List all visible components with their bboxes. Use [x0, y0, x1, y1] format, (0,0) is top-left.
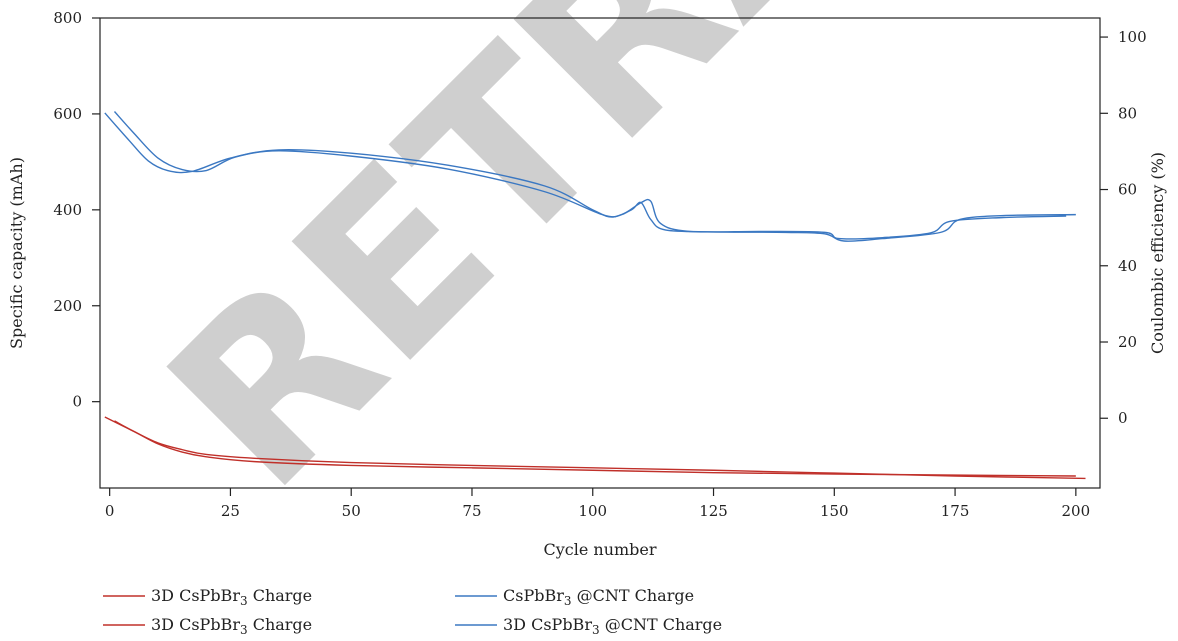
watermark-text: RETRACTED: [120, 0, 1178, 539]
y-tick-label: 600: [53, 105, 82, 123]
legend: 3D CsPbBr3 Charge 3D CsPbBr3 Charge CsPbBr…: [103, 586, 722, 637]
series-line-2: [114, 420, 1086, 480]
y-tick-label: 200: [53, 297, 82, 315]
axes: 0 25 50 75 100 125 150 175 200 0 200 400 600 800 0 20 40…: [53, 9, 1146, 520]
series-line-4: [113, 111, 1067, 240]
x-tick-label: 50: [342, 502, 361, 520]
x-tick-label: 75: [462, 502, 481, 520]
legend-label-2: 3D CsPbBr3 Charge: [151, 615, 312, 637]
legend-label-3: CsPbBr3 @CNT Charge: [503, 586, 694, 608]
x-tick-label: 175: [941, 502, 970, 520]
watermark: RETRACTED: [120, 0, 1178, 539]
y2-tick-label: 0: [1118, 409, 1128, 427]
y2-tick-label: 20: [1118, 333, 1137, 351]
y-tick-label: 400: [53, 201, 82, 219]
y2-tick-label: 40: [1118, 257, 1137, 275]
x-tick-label: 0: [105, 502, 115, 520]
legend-label-4: 3D CsPbBr3 @CNT Charge: [503, 615, 722, 637]
x-tick-label: 200: [1062, 502, 1091, 520]
x-tick-label: 150: [820, 502, 849, 520]
y2-tick-label: 100: [1118, 28, 1147, 46]
series-layer: [104, 111, 1086, 480]
y-tick-label: 800: [53, 9, 82, 27]
x-tick-label: 100: [578, 502, 607, 520]
legend-label-1: 3D CsPbBr3 Charge: [151, 586, 312, 608]
x-tick-label: 25: [221, 502, 240, 520]
y2-tick-label: 80: [1118, 104, 1137, 122]
y-tick-label: 0: [72, 393, 82, 411]
x-axis-title: Cycle number: [543, 540, 656, 559]
plot-frame: [99, 17, 1101, 489]
x-tick-label: 125: [699, 502, 728, 520]
y2-tick-label: 60: [1118, 181, 1137, 199]
y-axis-title: Specific capacity (mAh): [7, 157, 26, 349]
y2-axis-title: Coulombic efficiency (%): [1148, 152, 1167, 354]
